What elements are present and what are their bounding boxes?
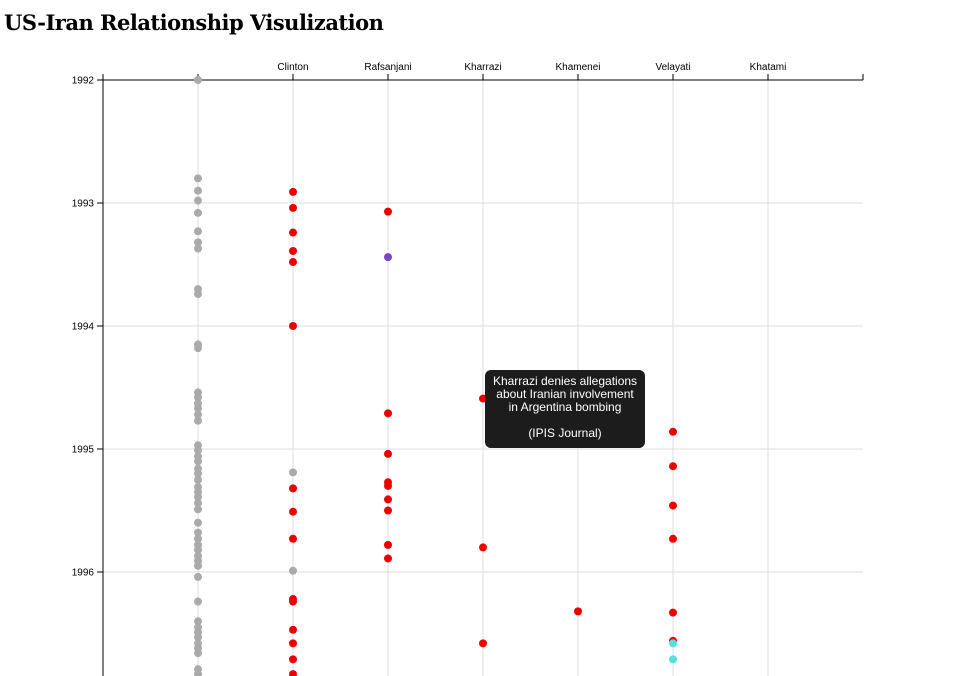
event-point[interactable] [194, 393, 202, 402]
event-point[interactable] [194, 534, 202, 543]
y-tick-label: 1994 [72, 322, 95, 333]
event-point[interactable] [194, 505, 202, 514]
event-point[interactable] [194, 238, 202, 247]
event-point[interactable] [289, 625, 297, 634]
event-point[interactable] [669, 462, 677, 471]
y-tick-label: 1995 [72, 445, 95, 456]
page-title: US-Iran Relationship Visulization [4, 10, 384, 35]
event-point[interactable] [194, 597, 202, 606]
event-point[interactable] [194, 174, 202, 183]
event-point[interactable] [384, 253, 392, 262]
event-point[interactable] [289, 322, 297, 330]
event-point[interactable] [384, 495, 392, 504]
event-point[interactable] [384, 481, 392, 490]
event-point[interactable] [289, 655, 297, 664]
event-point[interactable] [194, 416, 202, 425]
event-point[interactable] [669, 639, 677, 648]
event-point[interactable] [194, 670, 202, 676]
event-point[interactable] [194, 208, 202, 217]
event-point[interactable] [289, 228, 297, 237]
event-point[interactable] [289, 507, 297, 516]
event-point[interactable] [194, 545, 202, 554]
event-point[interactable] [289, 468, 297, 477]
event-point[interactable] [194, 244, 202, 253]
event-point[interactable] [289, 597, 297, 606]
event-point[interactable] [194, 404, 202, 413]
event-point[interactable] [669, 427, 677, 436]
event-point[interactable] [289, 258, 297, 267]
event-point[interactable] [194, 649, 202, 658]
event-point[interactable] [479, 639, 487, 648]
event-point[interactable] [194, 561, 202, 570]
y-tick-label: 1992 [72, 76, 95, 87]
x-tick-label: Kharrazi [464, 62, 501, 73]
event-point[interactable] [194, 410, 202, 419]
event-point[interactable] [384, 540, 392, 549]
x-tick-label: Clinton [277, 62, 308, 73]
event-point[interactable] [384, 207, 392, 216]
x-tick-label: Khatami [750, 62, 787, 73]
event-point[interactable] [194, 227, 202, 236]
grid-lines [103, 79, 863, 676]
event-point[interactable] [479, 543, 487, 552]
event-point[interactable] [194, 572, 202, 581]
event-point[interactable] [194, 76, 202, 84]
event-point[interactable] [194, 469, 202, 478]
event-point[interactable] [194, 475, 202, 484]
event-point[interactable] [194, 617, 202, 626]
event-point[interactable] [194, 528, 202, 537]
event-point[interactable] [194, 446, 202, 455]
x-tick-label: Khamenei [555, 62, 600, 73]
event-tooltip: Kharrazi denies allegations about Irania… [485, 370, 645, 448]
event-point[interactable] [194, 518, 202, 527]
event-point[interactable] [384, 409, 392, 418]
axes [97, 74, 864, 676]
event-point[interactable] [384, 449, 392, 458]
event-point[interactable] [384, 506, 392, 515]
y-tick-label: 1996 [72, 568, 95, 579]
event-point[interactable] [574, 607, 582, 616]
y-tick-label: 1993 [72, 199, 95, 210]
event-point[interactable] [669, 608, 677, 617]
event-point[interactable] [669, 501, 677, 510]
event-point[interactable] [669, 655, 677, 664]
event-point[interactable] [289, 534, 297, 543]
x-tick-label: Rafsanjani [364, 62, 411, 73]
event-point[interactable] [194, 499, 202, 508]
event-point[interactable] [194, 290, 202, 299]
event-point[interactable] [289, 639, 297, 648]
event-point[interactable] [194, 492, 202, 501]
event-point[interactable] [384, 554, 392, 563]
tooltip-source: (IPIS Journal) [528, 426, 602, 440]
tick-labels: 1992 1993 1994 1995 1996 Clinton Rafsanjani Kha… [72, 62, 787, 579]
event-point[interactable] [289, 187, 297, 196]
event-point[interactable] [289, 484, 297, 493]
tooltip-text: Kharrazi denies allegations about Irania… [492, 374, 638, 414]
event-point[interactable] [194, 196, 202, 205]
event-point[interactable] [289, 670, 297, 676]
event-point[interactable] [194, 633, 202, 642]
event-point[interactable] [194, 457, 202, 466]
event-point[interactable] [669, 534, 677, 543]
event-point[interactable] [289, 566, 297, 575]
event-point[interactable] [289, 246, 297, 255]
x-tick-label: Velayati [655, 62, 690, 73]
event-point[interactable] [194, 344, 202, 353]
data-points [194, 76, 677, 676]
event-point[interactable] [194, 186, 202, 195]
event-point[interactable] [289, 203, 297, 212]
